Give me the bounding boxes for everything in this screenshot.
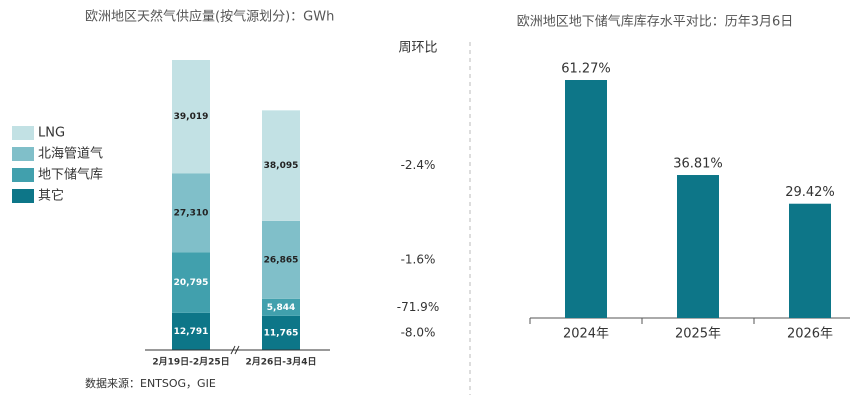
bar-segment (262, 315, 300, 350)
bar-segment (172, 252, 210, 313)
legend-swatch (12, 147, 34, 161)
value-label: 26,865 (264, 255, 299, 265)
value-label: 20,795 (174, 278, 209, 288)
value-label: 38,095 (264, 161, 299, 171)
bar-segment (172, 173, 210, 253)
change-label: -71.9% (397, 300, 439, 314)
bar-segment (262, 220, 300, 299)
legend-label: 北海管道气 (38, 146, 103, 162)
x-tick-label: 2月26日-3月4日 (245, 357, 316, 368)
source-note: 数据来源：ENTSOG，GIE (85, 376, 216, 390)
value-label: 12,791 (174, 327, 209, 337)
legend-swatch (12, 189, 34, 203)
change-label: -2.4% (401, 158, 436, 172)
x-tick-label: 2月19日-2月25日 (152, 357, 229, 368)
value-label: 5,844 (267, 303, 295, 313)
value-label: 29.42% (785, 185, 835, 200)
legend-swatch (12, 126, 34, 140)
bar-segment (262, 110, 300, 221)
value-label: 11,765 (264, 328, 299, 338)
x-tick-label: 2025年 (675, 327, 721, 342)
axis-break (230, 345, 236, 355)
bar (677, 175, 719, 318)
x-tick-label: 2026年 (787, 327, 833, 342)
value-label: 39,019 (174, 112, 209, 122)
chart-title: 欧洲地区天然气供应量(按气源划分)：GWh (85, 9, 334, 25)
change-title: 周环比 (398, 41, 437, 56)
legend-label: LNG (38, 126, 65, 141)
bar (565, 80, 607, 318)
bar (789, 203, 831, 318)
bar-segment (262, 298, 300, 316)
value-label: 36.81% (673, 157, 723, 172)
axis-break (234, 345, 240, 355)
bar-segment (172, 312, 210, 350)
legend-label: 其它 (38, 188, 64, 204)
bar-segment (172, 60, 210, 174)
value-label: 61.27% (561, 62, 611, 77)
legend-label: 地下储气库 (38, 167, 103, 183)
chart-title: 欧洲地区地下储气库库存水平对比：历年3月6日 (517, 14, 794, 30)
change-label: -1.6% (401, 252, 436, 266)
x-tick-label: 2024年 (563, 327, 609, 342)
change-label: -8.0% (401, 325, 436, 339)
value-label: 27,310 (174, 208, 209, 218)
legend-swatch (12, 168, 34, 182)
